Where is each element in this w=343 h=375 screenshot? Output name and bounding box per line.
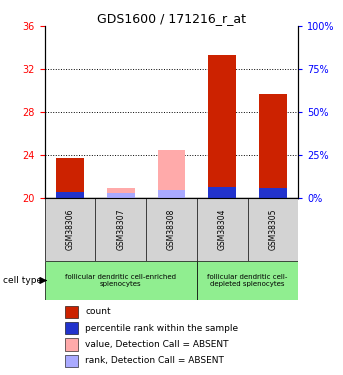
Text: GSM38306: GSM38306 [66,209,74,251]
Bar [45,261,197,300]
Bar [208,187,236,198]
Bar [157,150,186,198]
Text: GSM38308: GSM38308 [167,209,176,251]
Bar [208,55,236,198]
Text: GSM38305: GSM38305 [269,209,277,251]
Bar [107,188,135,198]
Title: GDS1600 / 171216_r_at: GDS1600 / 171216_r_at [97,12,246,25]
Text: GSM38307: GSM38307 [116,209,125,251]
Text: value, Detection Call = ABSENT: value, Detection Call = ABSENT [85,340,229,349]
Bar [259,188,287,198]
Bar [65,306,78,318]
Bar [259,94,287,198]
Text: percentile rank within the sample: percentile rank within the sample [85,324,238,333]
Text: rank, Detection Call = ABSENT: rank, Detection Call = ABSENT [85,356,224,365]
Bar [65,355,78,367]
Bar [56,158,84,198]
Bar [56,192,84,198]
Text: count: count [85,308,111,316]
Text: follicular dendritic cell-
depleted splenocytes: follicular dendritic cell- depleted sple… [208,274,288,287]
Bar [65,338,78,351]
Bar [197,261,298,300]
Bar [65,322,78,334]
Text: GSM38304: GSM38304 [218,209,227,251]
Bar [157,190,186,198]
Text: follicular dendritic cell-enriched
splenocytes: follicular dendritic cell-enriched splen… [65,274,176,287]
Bar [107,193,135,198]
Text: cell type: cell type [3,276,42,285]
